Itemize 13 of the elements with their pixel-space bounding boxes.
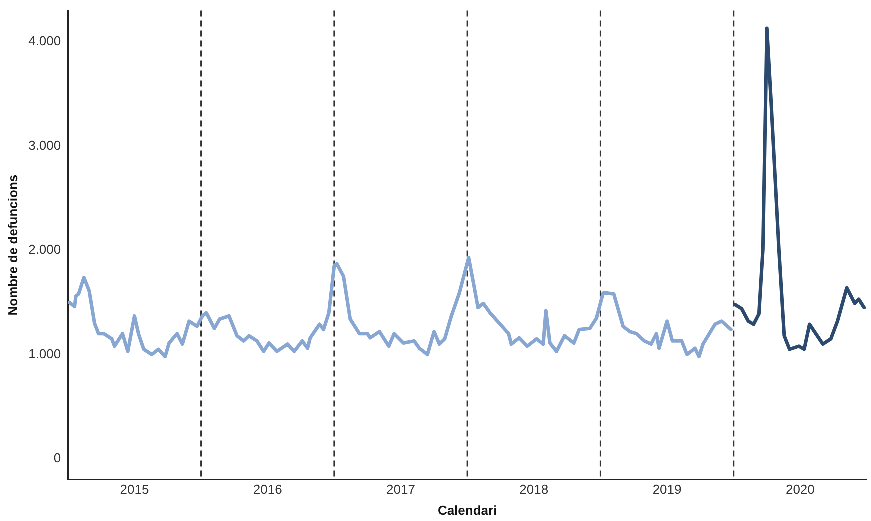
x-axis-title: Calendari [438, 502, 498, 518]
x-tick-label: 2017 [386, 482, 416, 498]
y-tick-label: 2.000 [28, 242, 62, 258]
x-tick-label: 2018 [520, 482, 549, 498]
x-tick-label: 2019 [652, 482, 682, 498]
y-tick-label: 0 [54, 450, 62, 466]
y-tick-label: 3.000 [28, 138, 62, 153]
y-tick-label: 1.000 [28, 346, 62, 362]
x-tick-label: 2016 [253, 482, 282, 498]
x-tick-label: 2015 [120, 482, 150, 498]
y-tick-label: 4.000 [28, 34, 62, 49]
x-tick-label: 2020 [786, 482, 815, 498]
y-axis-title: Nombre de defuncions [5, 174, 20, 316]
